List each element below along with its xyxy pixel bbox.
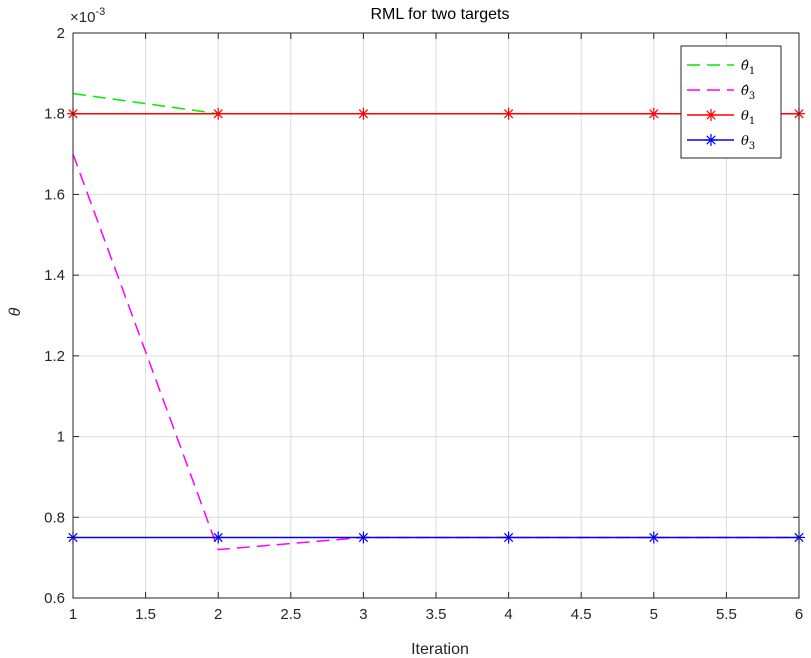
plot-area-frame <box>72 32 800 599</box>
y-exponent-label: ×10-3 <box>70 6 105 26</box>
legend: θ̂1 θ̂3 θ1 θ3 <box>680 45 782 159</box>
data-point-marker <box>502 531 515 544</box>
legend-marker-sample <box>705 109 717 121</box>
x-tick-label: 5 <box>650 606 658 623</box>
data-point-marker <box>647 107 660 120</box>
y-tick-label: 2 <box>57 25 65 42</box>
x-tick-label: 4 <box>504 606 512 623</box>
y-tick-label: 1 <box>57 429 65 446</box>
legend-marker-sample <box>705 134 717 146</box>
x-tick-label: 2.5 <box>280 606 301 623</box>
y-tick-label: 0.6 <box>44 590 65 607</box>
data-point-marker <box>212 531 225 544</box>
x-tick-label: 1 <box>69 606 77 623</box>
y-tick-label: 1.8 <box>44 106 65 123</box>
legend-label: θ1 <box>741 109 755 127</box>
x-axis-title: Iteration <box>411 641 469 658</box>
data-point-marker <box>357 107 370 120</box>
legend-label: θ̂1 <box>741 59 755 77</box>
x-tick-label: 1.5 <box>135 606 156 623</box>
x-tick-label: 3.5 <box>426 606 447 623</box>
axis-ticks: 1 1.5 2 2.5 3 3.5 4 4.5 5 5.5 6 0.6 0.8 1 1.2 1.4 1.6 1.8… <box>44 25 803 623</box>
y-tick-label: 0.8 <box>44 509 65 526</box>
legend-item: θ̂1 <box>687 59 755 77</box>
y-tick-label: 1.2 <box>44 348 65 365</box>
y-tick-label: 1.4 <box>44 267 65 284</box>
legend-item: θ1 <box>687 109 755 127</box>
chart-title: RML for two targets <box>370 6 509 23</box>
x-tick-label: 6 <box>795 606 803 623</box>
x-tick-label: 5.5 <box>716 606 737 623</box>
legend-item: θ3 <box>687 134 755 152</box>
legend-box <box>680 45 782 159</box>
x-tick-label: 2 <box>214 606 222 623</box>
legend-label: θ̂3 <box>741 84 755 102</box>
x-tick-label: 4.5 <box>571 606 592 623</box>
legend-label: θ3 <box>741 134 755 152</box>
y-axis-title: θ <box>7 307 24 316</box>
y-tick-label: 1.6 <box>44 186 65 203</box>
data-point-marker <box>647 531 660 544</box>
data-point-marker <box>502 107 515 120</box>
x-tick-label: 3 <box>359 606 367 623</box>
data-point-marker <box>357 531 370 544</box>
data-point-marker <box>212 107 225 120</box>
legend-item: θ̂3 <box>687 84 755 102</box>
